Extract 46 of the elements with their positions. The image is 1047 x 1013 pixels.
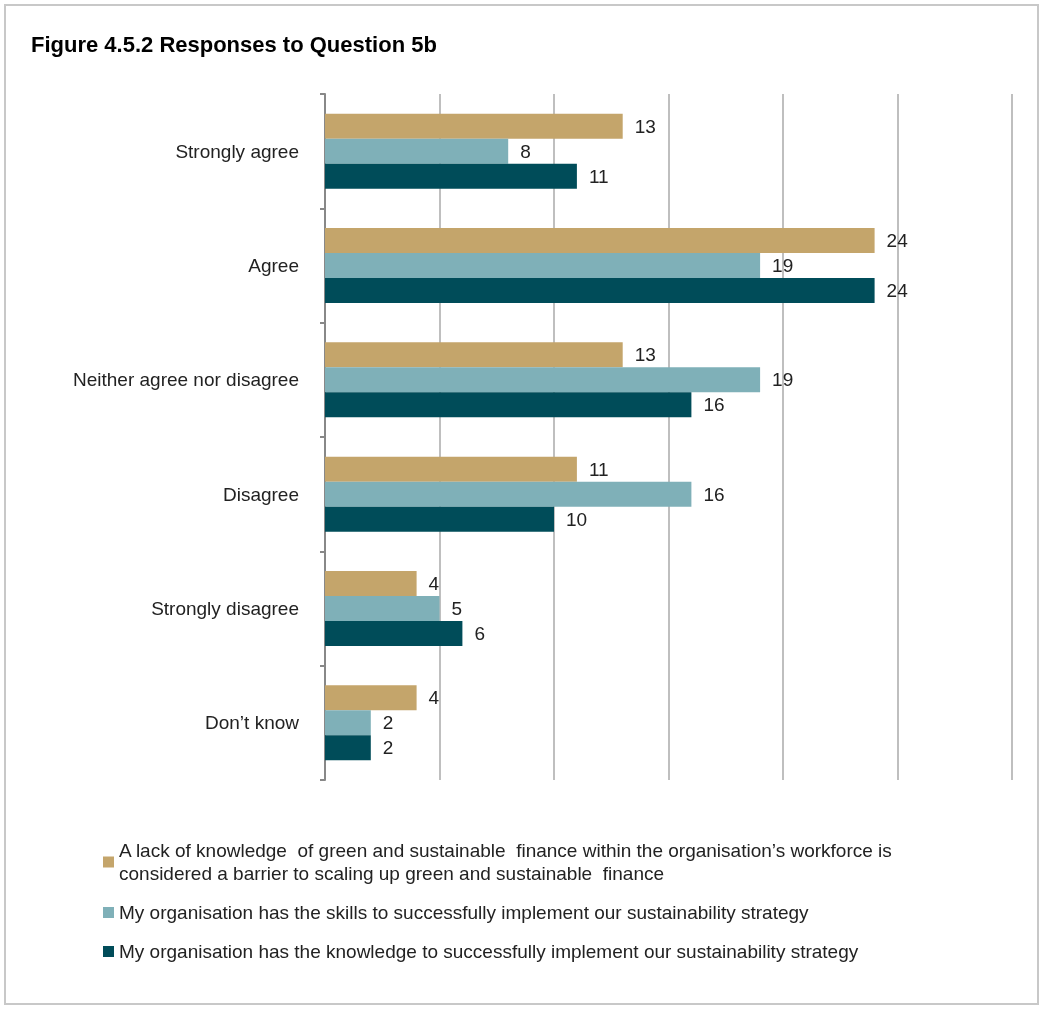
data-label: 6 [474, 623, 485, 644]
data-label: 24 [886, 230, 909, 251]
y-tick-label: Agree [248, 255, 299, 276]
bar [325, 735, 371, 761]
data-label: 16 [703, 394, 725, 416]
y-tick-label: Disagree [222, 483, 299, 505]
chart-title: Figure 4.5.2 Responses to Question 5b [31, 31, 437, 57]
data-label: 19 [772, 369, 794, 391]
bar [325, 113, 623, 139]
data-label: 4 [428, 687, 440, 709]
bar [325, 392, 692, 418]
data-label: 24 [886, 280, 909, 301]
legend-label: My organisation has the skills to successfully implement our sustainability strategy [119, 902, 810, 923]
bar [325, 456, 577, 482]
bar [325, 621, 463, 646]
bar [325, 253, 761, 278]
data-label: 13 [634, 344, 656, 366]
data-label: 2 [382, 712, 394, 734]
bar [325, 367, 761, 393]
bar [325, 710, 371, 736]
bar [325, 342, 623, 368]
data-label: 11 [588, 165, 609, 187]
bar [325, 278, 875, 303]
bar [325, 685, 417, 711]
y-tick-label: Don’t know [205, 712, 300, 734]
y-tick-label: Strongly agree [175, 140, 299, 162]
data-label: 10 [566, 508, 588, 530]
data-label: 5 [451, 598, 463, 619]
bar [325, 481, 692, 507]
bar [325, 163, 577, 189]
legend-label: A lack of knowledge of green and sustainable finance within the organisation’s workforce is considered a barrier to scaling up green and sustainable finance [119, 840, 898, 884]
y-tick-label: Strongly disagree [151, 598, 299, 619]
bar [325, 571, 417, 596]
data-label: 16 [703, 483, 725, 505]
data-label: 11 [588, 458, 609, 480]
data-label: 13 [634, 115, 656, 137]
data-label: 19 [772, 255, 794, 276]
y-tick-label: Neither agree nor disagree [72, 369, 299, 391]
bar [325, 228, 875, 253]
bar [325, 138, 509, 164]
data-label: 2 [382, 737, 394, 759]
bar [325, 596, 440, 621]
data-label: 4 [428, 573, 440, 594]
data-label: 8 [520, 140, 531, 162]
bar [325, 506, 554, 532]
legend-label: My organisation has the knowledge to successfully implement our sustainability strategy [119, 941, 859, 962]
